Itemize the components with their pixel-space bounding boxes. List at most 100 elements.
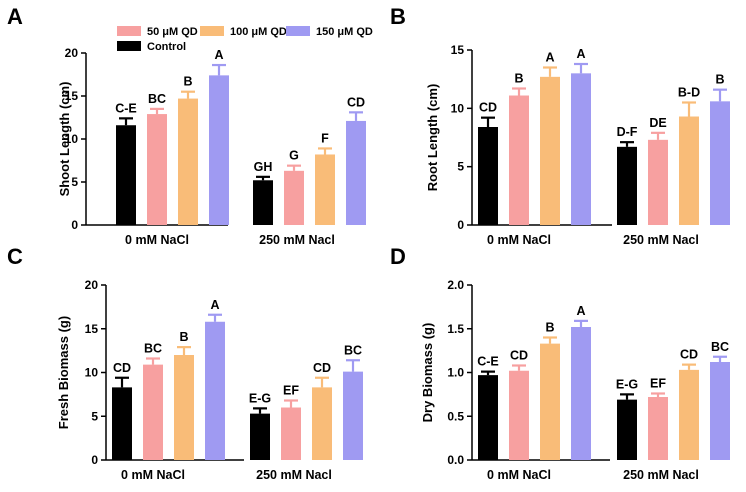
bar-group-50-m-qd-0-mm-nacl: BC — [147, 92, 167, 225]
x-category-label: 250 mM Nacl — [623, 468, 699, 482]
significance-label: A — [214, 48, 223, 62]
legend-item-qd50: 50 μM QD — [117, 26, 198, 38]
legend-swatch-qd150 — [286, 26, 310, 36]
y-tick-label: 20 — [65, 46, 79, 60]
bar — [143, 364, 163, 460]
y-axis-label: Shoot Length (cm) — [57, 82, 72, 197]
panel-C: C Fresh Biomass (g) 0 5 10 15 20 0 mM NaCl 250 m… — [7, 244, 363, 482]
bar — [617, 146, 637, 225]
bar — [178, 98, 198, 225]
bar — [540, 343, 560, 460]
panel-A: A Shoot Length (cm) 0 5 10 15 20 0 mM NaCl 250 m… — [7, 4, 366, 247]
bar-group-50-m-qd-0-mm-nacl: B — [509, 72, 529, 225]
y-tick-label: 2.0 — [447, 278, 464, 292]
bar-group-control-250-mm-nacl: E-G — [616, 377, 638, 460]
bar-group-150-m-qd-0-mm-nacl: A — [209, 48, 229, 225]
y-tick-label: 1.5 — [447, 322, 464, 336]
legend-item-control: Control — [117, 41, 186, 53]
bar — [281, 407, 301, 460]
y-tick-label: 5 — [457, 160, 464, 174]
panel-letter: D — [390, 244, 406, 269]
legend: Control 50 μM QD 100 μM QD 150 μM QD — [117, 26, 373, 53]
bar-group-control-0-mm-nacl: C-E — [115, 101, 137, 225]
x-category-label: 0 mM NaCl — [487, 233, 551, 247]
legend-swatch-control — [117, 41, 141, 51]
significance-label: EF — [283, 384, 299, 398]
y-tick-label: 0 — [91, 453, 98, 467]
bar — [346, 120, 366, 225]
bar — [478, 375, 498, 460]
significance-label: DE — [649, 116, 666, 130]
y-tick-label: 1.0 — [447, 366, 464, 380]
legend-label-qd150: 150 μM QD — [316, 26, 373, 38]
legend-label-qd100: 100 μM QD — [230, 26, 287, 38]
bar-group-control-0-mm-nacl: CD — [112, 361, 132, 460]
y-tick-label: 10 — [85, 366, 99, 380]
significance-label: EF — [650, 377, 666, 391]
y-tick-label: 5 — [71, 175, 78, 189]
legend-item-qd150: 150 μM QD — [286, 26, 373, 38]
bar — [205, 321, 225, 460]
y-tick-label: 15 — [85, 322, 99, 336]
bar-group-100-m-qd-0-mm-nacl: B — [178, 75, 198, 225]
bar-group-control-0-mm-nacl: CD — [478, 101, 498, 225]
significance-label: E-G — [249, 391, 271, 405]
bar — [710, 101, 730, 225]
y-axis-label: Dry Biomass (g) — [420, 323, 435, 423]
significance-label: A — [576, 47, 585, 61]
significance-label: D-F — [617, 125, 638, 139]
bar — [679, 369, 699, 460]
bar — [509, 95, 529, 225]
bar — [174, 355, 194, 460]
panels: A Shoot Length (cm) 0 5 10 15 20 0 mM NaCl 250 m… — [7, 4, 730, 482]
bar-group-150-m-qd-250-mm-nacl: CD — [346, 95, 366, 225]
significance-label: A — [576, 304, 585, 318]
significance-label: E-G — [616, 377, 638, 391]
bar-group-150-m-qd-0-mm-nacl: A — [205, 298, 225, 460]
bar — [617, 399, 637, 460]
significance-label: B — [715, 73, 724, 87]
bar-group-100-m-qd-0-mm-nacl: B — [174, 330, 194, 460]
bar-group-control-250-mm-nacl: GH — [253, 160, 273, 225]
bar-group-100-m-qd-250-mm-nacl: CD — [312, 361, 332, 460]
panel-letter: B — [390, 4, 406, 29]
x-category-label: 0 mM NaCl — [487, 468, 551, 482]
bar-group-50-m-qd-250-mm-nacl: EF — [281, 384, 301, 460]
y-tick-label: 5 — [91, 409, 98, 423]
significance-label: C-E — [477, 355, 499, 369]
bar-group-100-m-qd-250-mm-nacl: CD — [679, 348, 699, 460]
significance-label: B — [545, 321, 554, 335]
significance-label: BC — [344, 343, 362, 357]
bar-group-150-m-qd-250-mm-nacl: BC — [710, 340, 730, 460]
bar — [540, 76, 560, 225]
significance-label: CD — [313, 361, 331, 375]
bar — [648, 139, 668, 225]
bar — [571, 327, 591, 460]
bar — [343, 371, 363, 460]
significance-label: CD — [510, 349, 528, 363]
y-tick-label: 15 — [65, 89, 79, 103]
bar — [312, 387, 332, 460]
bar-group-50-m-qd-250-mm-nacl: G — [284, 149, 304, 225]
y-tick-label: 0.0 — [447, 453, 464, 467]
significance-label: B — [514, 72, 523, 86]
bar-group-150-m-qd-0-mm-nacl: A — [571, 47, 591, 225]
significance-label: BC — [711, 340, 729, 354]
significance-label: A — [545, 51, 554, 65]
bar — [284, 170, 304, 225]
y-axis-label: Fresh Biomass (g) — [56, 316, 71, 429]
y-tick-label: 20 — [85, 278, 99, 292]
bar-group-50-m-qd-0-mm-nacl: BC — [143, 342, 163, 460]
y-tick-label: 15 — [451, 43, 465, 57]
y-tick-label: 0.5 — [447, 409, 464, 423]
significance-label: A — [210, 298, 219, 312]
bar — [509, 370, 529, 460]
significance-label: CD — [680, 348, 698, 362]
significance-label: BC — [144, 342, 162, 356]
y-axis-label: Root Length (cm) — [425, 84, 440, 192]
bar-group-50-m-qd-250-mm-nacl: DE — [648, 116, 668, 225]
panel-D: D Dry Biomass (g) 0.0 0.5 1.0 1.5 2.0 0 mM NaCl… — [390, 244, 730, 482]
bar — [648, 397, 668, 460]
panel-B: B Root Length (cm) 0 5 10 15 0 mM NaCl 250 mM N… — [390, 4, 730, 247]
